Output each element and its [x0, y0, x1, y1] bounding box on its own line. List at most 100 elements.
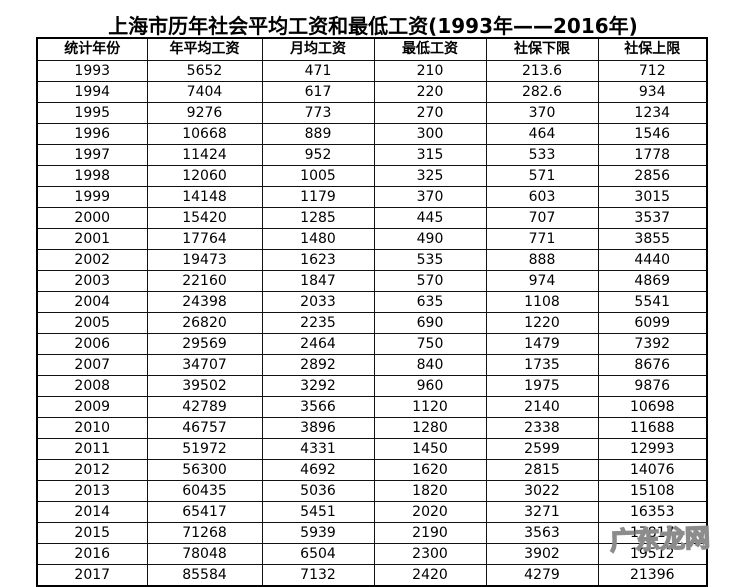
table-cell: 5541: [597, 291, 708, 313]
table-cell: 1975: [485, 375, 599, 397]
table-cell: 370: [485, 102, 599, 124]
table-cell: 1993: [36, 60, 148, 82]
table-cell: 1005: [261, 165, 375, 187]
document-page: 上海市历年社会平均工资和最低工资(1993年——2016年) 统计年份 年平均工资…: [36, 14, 712, 587]
table-cell: 570: [373, 270, 487, 292]
table-row: 2013 60435 5036 1820 3022 15108: [36, 480, 708, 502]
table-row: 2005 26820 2235 690 1220 6099: [36, 312, 708, 334]
table-cell: 12993: [597, 438, 708, 460]
table-cell: 3855: [597, 228, 708, 250]
table-cell: 2013: [36, 480, 148, 502]
page-title: 上海市历年社会平均工资和最低工资(1993年——2016年): [108, 14, 638, 38]
table-cell: 1995: [36, 102, 148, 124]
table-cell: 2892: [261, 354, 375, 376]
table-cell: 51972: [146, 438, 263, 460]
table-cell: 21396: [597, 564, 708, 587]
table-row: 2008 39502 3292 960 1975 9876: [36, 375, 708, 397]
table-row: 1997 11424 952 315 533 1778: [36, 144, 708, 166]
table-cell: 2338: [485, 417, 599, 439]
table-cell: 282.6: [485, 81, 599, 103]
table-row: 1999 14148 1179 370 603 3015: [36, 186, 708, 208]
table-cell: 14148: [146, 186, 263, 208]
table-cell: 2010: [36, 417, 148, 439]
table-row: 2003 22160 1847 570 974 4869: [36, 270, 708, 292]
table-cell: 26820: [146, 312, 263, 334]
table-cell: 974: [485, 270, 599, 292]
table-cell: 1546: [597, 123, 708, 145]
table-cell: 16353: [597, 501, 708, 523]
table-cell: 1280: [373, 417, 487, 439]
table-cell: 1820: [373, 480, 487, 502]
table-row: 1993 5652 471 210 213.6 712: [36, 60, 708, 82]
table-cell: 4692: [261, 459, 375, 481]
table-cell: 2300: [373, 543, 487, 565]
table-cell: 2815: [485, 459, 599, 481]
table-cell: 617: [261, 81, 375, 103]
table-cell: 1778: [597, 144, 708, 166]
table-column-header: 社保上限: [597, 37, 708, 61]
table-header-row: 统计年份 年平均工资 月均工资 最低工资 社保下限 社保上限: [36, 37, 708, 61]
table-cell: 2599: [485, 438, 599, 460]
table-row: 2004 24398 2033 635 1108 5541: [36, 291, 708, 313]
table-cell: 571: [485, 165, 599, 187]
table-cell: 3566: [261, 396, 375, 418]
table-cell: 2235: [261, 312, 375, 334]
table-cell: 1450: [373, 438, 487, 460]
table-cell: 4869: [597, 270, 708, 292]
table-row: 2009 42789 3566 1120 2140 10698: [36, 396, 708, 418]
table-cell: 65417: [146, 501, 263, 523]
table-cell: 1999: [36, 186, 148, 208]
table-cell: 3563: [485, 522, 599, 544]
table-cell: 707: [485, 207, 599, 229]
table-cell: 2033: [261, 291, 375, 313]
table-column-header: 社保下限: [485, 37, 599, 61]
table-cell: 1623: [261, 249, 375, 271]
table-cell: 6099: [597, 312, 708, 334]
table-cell: 19473: [146, 249, 263, 271]
table-cell: 2004: [36, 291, 148, 313]
table-cell: 2020: [373, 501, 487, 523]
table-row: 2014 65417 5451 2020 3271 16353: [36, 501, 708, 523]
table-cell: 370: [373, 186, 487, 208]
table-row: 2006 29569 2464 750 1479 7392: [36, 333, 708, 355]
table-cell: 1285: [261, 207, 375, 229]
table-row: 2001 17764 1480 490 771 3855: [36, 228, 708, 250]
table-row: 2015 71268 5939 2190 3563 17817: [36, 522, 708, 544]
table-cell: 840: [373, 354, 487, 376]
table-cell: 2420: [373, 564, 487, 587]
table-cell: 1996: [36, 123, 148, 145]
table-cell: 300: [373, 123, 487, 145]
table-cell: 60435: [146, 480, 263, 502]
table-cell: 10668: [146, 123, 263, 145]
table-cell: 15420: [146, 207, 263, 229]
table-cell: 17764: [146, 228, 263, 250]
table-cell: 2006: [36, 333, 148, 355]
wage-statistics-table: 统计年份 年平均工资 月均工资 最低工资 社保下限 社保上限 1993 5652 471 210…: [36, 37, 708, 587]
table-cell: 8676: [597, 354, 708, 376]
table-cell: 6504: [261, 543, 375, 565]
table-cell: 1179: [261, 186, 375, 208]
table-cell: 464: [485, 123, 599, 145]
table-row: 2010 46757 3896 1280 2338 11688: [36, 417, 708, 439]
table-cell: 39502: [146, 375, 263, 397]
table-cell: 11424: [146, 144, 263, 166]
table-cell: 603: [485, 186, 599, 208]
table-cell: 5036: [261, 480, 375, 502]
table-cell: 445: [373, 207, 487, 229]
table-cell: 2001: [36, 228, 148, 250]
table-body: 1993 5652 471 210 213.6 712 1994 7404 617 220 282.…: [36, 60, 708, 587]
table-cell: 7132: [261, 564, 375, 587]
table-cell: 889: [261, 123, 375, 145]
table-cell: 3902: [485, 543, 599, 565]
table-cell: 960: [373, 375, 487, 397]
table-cell: 9276: [146, 102, 263, 124]
table-cell: 22160: [146, 270, 263, 292]
table-cell: 934: [597, 81, 708, 103]
table-column-header: 年平均工资: [146, 37, 263, 61]
table-row: 2017 85584 7132 2420 4279 21396: [36, 564, 708, 587]
table-cell: 85584: [146, 564, 263, 587]
table-cell: 1997: [36, 144, 148, 166]
table-cell: 11688: [597, 417, 708, 439]
table-cell: 17817: [597, 522, 708, 544]
table-cell: 42789: [146, 396, 263, 418]
